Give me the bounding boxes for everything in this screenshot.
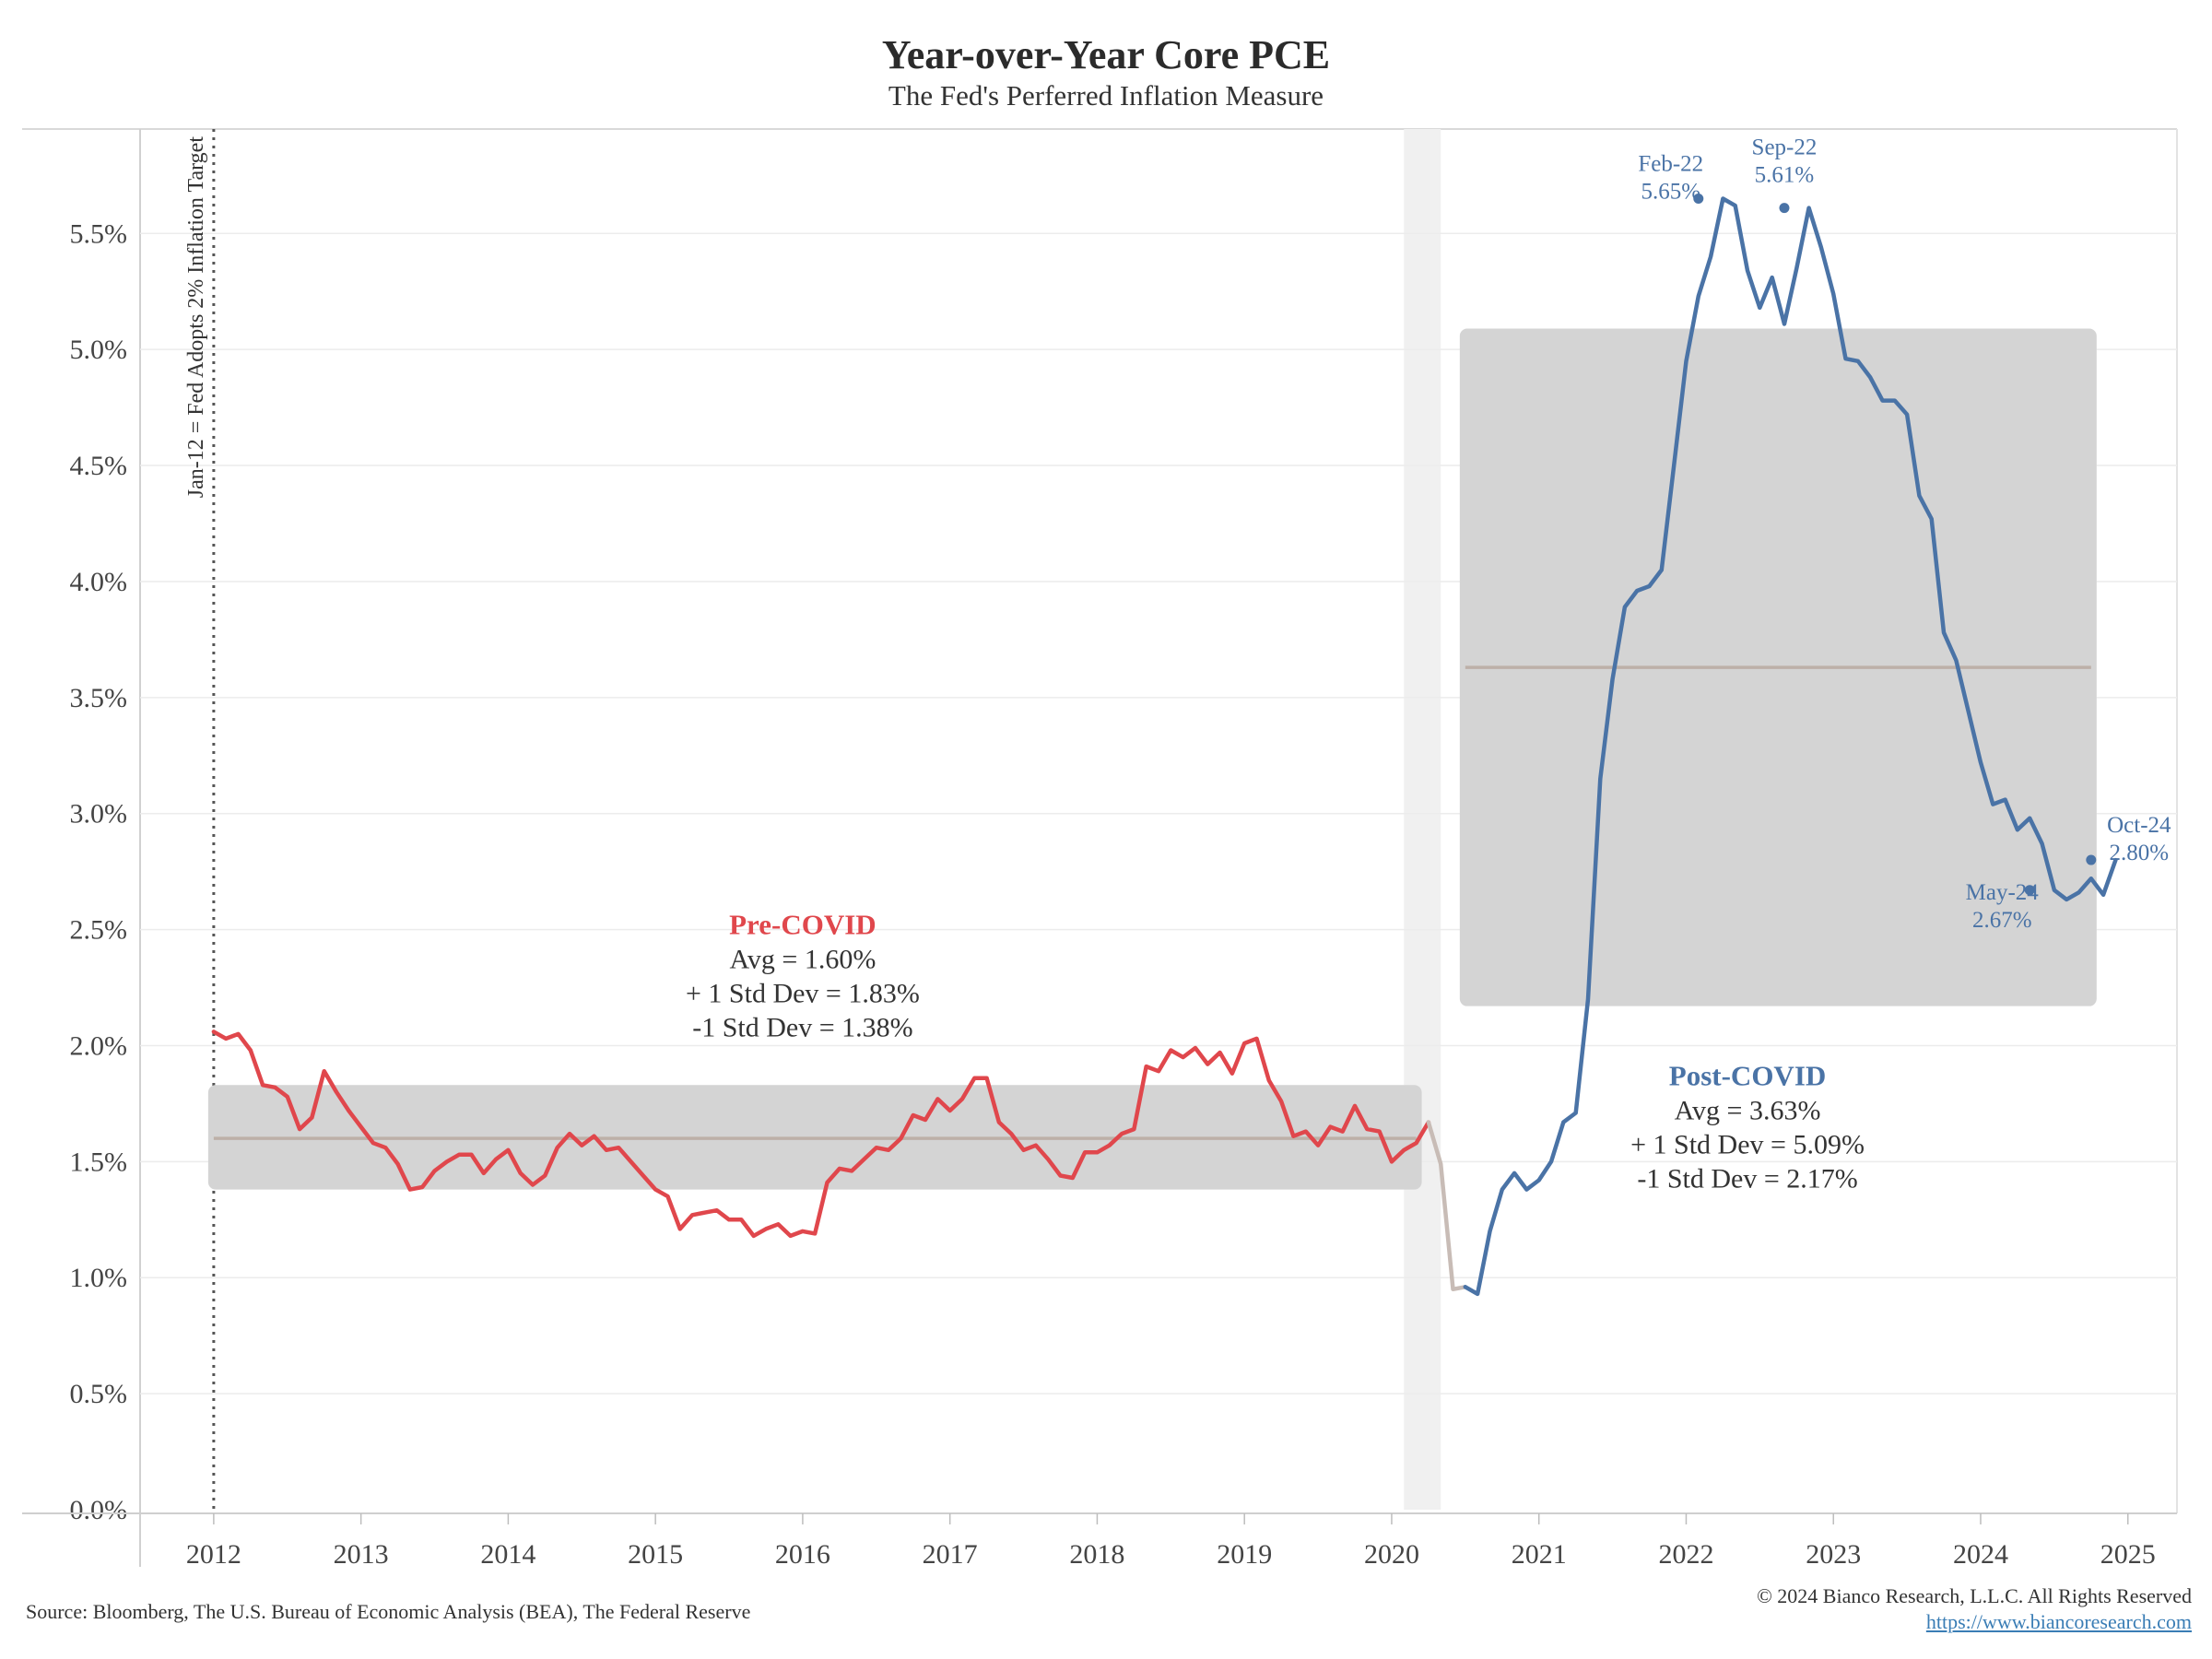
x-tick-label: 2013 (334, 1539, 389, 1570)
y-tick-label: 0.0% (70, 1495, 128, 1525)
annotation-date-label: Feb-22 (1638, 152, 1703, 177)
stat-heading: Pre-COVID (729, 909, 877, 941)
copyright-text: © 2024 Bianco Research, L.L.C. All Right… (1757, 1584, 2192, 1607)
annotation-value-label: 2.80% (2110, 841, 2170, 865)
y-tick-label: 1.0% (70, 1263, 128, 1293)
target-marker-label: Jan-12 = Fed Adopts 2% Inflation Target (184, 136, 208, 499)
x-tick-label: 2015 (628, 1539, 683, 1570)
bands-layer (207, 328, 2097, 1190)
stat-heading: Post-COVID (1669, 1059, 1827, 1091)
y-tick-label: 1.5% (70, 1147, 128, 1177)
annotation-date-label: May-24 (1966, 880, 2040, 905)
stat-avg: Avg = 3.63% (1675, 1095, 1821, 1125)
y-tick-label: 3.5% (70, 683, 128, 713)
axes-layer: 0.0% 0.5% 1.0% 1.5% 2.0% 2.5% 3.0% 3.5% 4.0% 4.5%… (22, 218, 2177, 1570)
stat-plus-std: + 1 Std Dev = 5.09% (1630, 1129, 1865, 1159)
annotation-date-label: Sep-22 (1752, 135, 1818, 160)
stat-plus-std: + 1 Std Dev = 1.83% (686, 979, 920, 1009)
stat-minus-std: -1 Std Dev = 1.38% (692, 1013, 912, 1043)
website-link[interactable]: https://www.biancoresearch.com (1925, 1610, 2192, 1633)
y-tick-label: 4.5% (70, 451, 128, 481)
x-tick-label: 2012 (186, 1539, 241, 1570)
footer-credits: © 2024 Bianco Research, L.L.C. All Right… (1757, 1583, 2192, 1635)
x-tick-label: 2021 (1512, 1539, 1567, 1570)
y-tick-label: 4.0% (70, 567, 128, 597)
x-tick-label: 2016 (775, 1539, 830, 1570)
annotated-point (1693, 194, 1704, 205)
x-tick-label: 2020 (1364, 1539, 1419, 1570)
pre-covid-series-line (211, 1030, 1431, 1239)
post-covid-series-line (1463, 196, 2118, 1297)
stat-avg: Avg = 1.60% (729, 945, 876, 975)
annotated-point (2024, 885, 2035, 896)
x-tick-label: 2024 (1953, 1539, 2008, 1570)
y-tick-label: 2.0% (70, 1030, 128, 1061)
annotation-value-label: 5.65% (1641, 180, 1700, 205)
covid-shaded-region (1404, 129, 1441, 1510)
x-tick-label: 2017 (923, 1539, 978, 1570)
x-tick-label: 2014 (480, 1539, 535, 1570)
annotation-value-label: 5.61% (1755, 163, 1815, 188)
annotated-point (1779, 203, 1790, 214)
x-tick-label: 2025 (2100, 1539, 2156, 1570)
background-layer (22, 128, 2178, 1567)
annotation-layer: Jan-12 = Fed Adopts 2% Inflation Target F… (184, 135, 2171, 1194)
y-tick-label: 0.5% (70, 1379, 128, 1409)
y-tick-label: 2.5% (70, 915, 128, 946)
x-tick-label: 2018 (1069, 1539, 1124, 1570)
y-tick-label: 5.0% (70, 335, 128, 365)
stat-minus-std: -1 Std Dev = 2.17% (1637, 1163, 1857, 1194)
source-note: Source: Bloomberg, The U.S. Bureau of Ec… (26, 1600, 751, 1623)
annotation-value-label: 2.67% (1972, 908, 2032, 933)
chart-subtitle: The Fed's Perferred Inflation Measure (888, 79, 1324, 112)
chart-title: Year-over-Year Core PCE (881, 32, 1331, 77)
x-tick-label: 2019 (1217, 1539, 1272, 1570)
annotated-point (2086, 854, 2097, 865)
x-tick-label: 2023 (1806, 1539, 1861, 1570)
x-tick-label: 2022 (1658, 1539, 1713, 1570)
y-tick-label: 3.0% (70, 799, 128, 830)
y-tick-label: 5.5% (70, 218, 128, 249)
annotation-date-label: Oct-24 (2107, 813, 2171, 838)
lines-layer (211, 196, 2118, 1297)
covid-transition-series-line (1426, 1120, 1468, 1292)
